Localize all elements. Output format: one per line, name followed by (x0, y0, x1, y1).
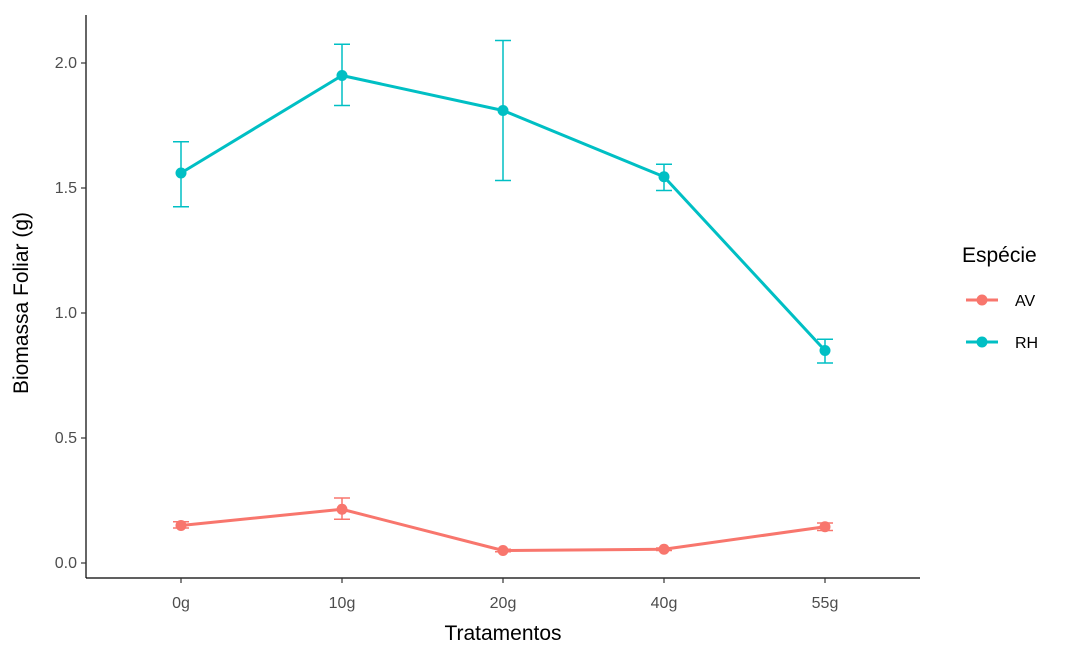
data-point (497, 545, 509, 556)
data-point (658, 543, 670, 555)
x-ticks: 0g 10g 20g 40g 55g (172, 578, 838, 612)
y-tick-label: 1.5 (55, 180, 77, 197)
series-layer (173, 39, 833, 556)
x-tick-label: 20g (490, 595, 517, 612)
x-tick-label: 40g (651, 595, 678, 612)
y-tick-label: 2.0 (55, 55, 77, 72)
legend-label: AV (1015, 293, 1035, 310)
data-point (336, 503, 348, 515)
x-tick-label: 10g (329, 595, 356, 612)
y-tick-label: 0.0 (55, 555, 77, 572)
legend: Espécie AV RH (962, 244, 1038, 352)
legend-key-point (976, 336, 988, 348)
data-point (175, 167, 187, 179)
data-point (658, 171, 670, 183)
series-RH (173, 39, 833, 364)
y-axis-title: Biomassa Foliar (g) (10, 212, 33, 394)
legend-items: AV RH (966, 293, 1038, 352)
legend-title: Espécie (962, 244, 1037, 267)
y-tick-label: 1.0 (55, 305, 77, 322)
x-tick-label: 0g (172, 595, 190, 612)
legend-item-AV: AV (966, 293, 1035, 310)
data-point (336, 70, 348, 81)
legend-key-point (976, 294, 988, 306)
y-tick-label: 0.5 (55, 430, 77, 447)
series-AV (173, 497, 833, 556)
data-point (175, 520, 187, 531)
x-axis-title: Tratamentos (444, 622, 561, 645)
legend-label: RH (1015, 335, 1038, 352)
data-point (497, 105, 509, 116)
x-tick-label: 55g (812, 595, 839, 612)
data-point (819, 521, 831, 533)
y-ticks: 0.0 0.5 1.0 1.5 2.0 (55, 55, 86, 572)
series-line (180, 507, 826, 552)
data-point (819, 345, 831, 356)
legend-item-RH: RH (966, 335, 1038, 352)
